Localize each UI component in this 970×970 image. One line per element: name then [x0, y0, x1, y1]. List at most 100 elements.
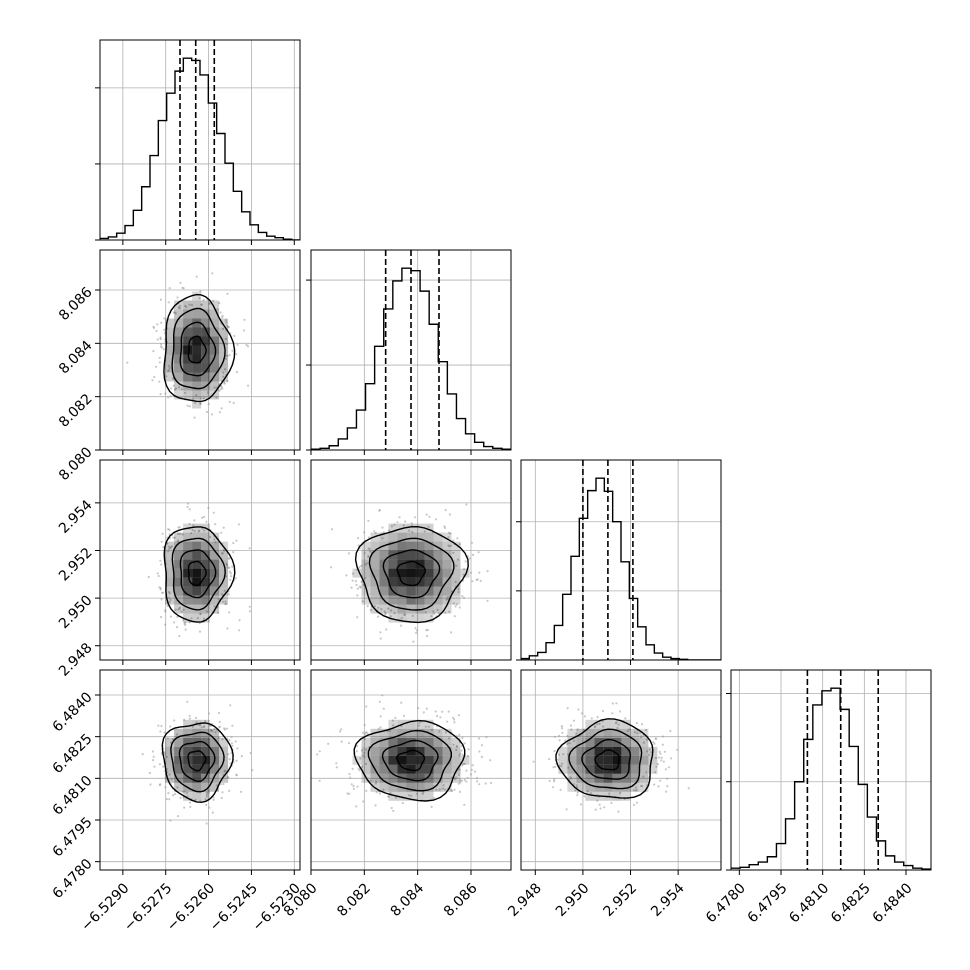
- density-cell: [442, 604, 452, 614]
- sample-point: [181, 286, 184, 289]
- sample-point: [245, 343, 248, 346]
- density-cell: [558, 764, 568, 774]
- density-cell: [201, 390, 211, 400]
- sample-point: [414, 627, 417, 630]
- density-cell: [192, 399, 202, 409]
- density-cell: [415, 782, 425, 792]
- sample-point: [190, 617, 193, 620]
- sample-point: [207, 791, 210, 794]
- sample-point: [367, 536, 371, 539]
- density-cell: [192, 372, 202, 382]
- contour-level-2: [581, 738, 632, 780]
- sample-point: [350, 783, 353, 786]
- sample-point: [660, 756, 663, 759]
- density-cell: [174, 595, 184, 605]
- sample-point: [567, 766, 570, 769]
- contour-level-3: [170, 731, 225, 793]
- sample-point: [373, 605, 376, 608]
- sample-point: [659, 779, 662, 782]
- sample-point: [159, 730, 162, 733]
- sample-point: [160, 563, 163, 566]
- sample-point: [452, 743, 455, 746]
- sample-point: [195, 721, 198, 724]
- sample-points: [141, 700, 254, 825]
- sample-point: [369, 608, 372, 612]
- sample-point: [580, 712, 584, 715]
- sample-point: [427, 725, 430, 728]
- sample-point: [236, 343, 239, 346]
- sample-point: [430, 805, 433, 809]
- sample-point: [185, 791, 189, 795]
- sample-point: [187, 246, 189, 248]
- density-cell: [192, 613, 202, 623]
- density-cell: [388, 604, 398, 614]
- sample-point: [180, 388, 183, 391]
- density-cell: [433, 541, 443, 551]
- sample-point: [615, 721, 618, 724]
- sample-point: [462, 762, 465, 766]
- sample-point: [415, 792, 418, 796]
- density-cell: [424, 604, 434, 614]
- sample-point: [659, 752, 662, 755]
- density-cell: [639, 737, 649, 747]
- density-cell: [415, 523, 425, 533]
- sample-point: [636, 732, 639, 735]
- sample-point: [163, 317, 166, 320]
- density-cell: [415, 586, 425, 596]
- sample-point: [464, 560, 467, 563]
- density-cell: [192, 595, 202, 605]
- sample-point: [152, 755, 155, 758]
- density-cell: [567, 737, 577, 747]
- sample-point: [160, 615, 163, 619]
- density-cell: [165, 550, 175, 560]
- sample-point: [667, 766, 671, 769]
- sample-point: [316, 753, 319, 756]
- sample-point: [221, 316, 224, 319]
- sample-point: [168, 596, 171, 600]
- density-cell: [406, 523, 416, 533]
- density-cell: [397, 737, 407, 747]
- sample-point: [221, 552, 224, 555]
- sample-point: [179, 532, 182, 536]
- density-cell: [388, 559, 398, 569]
- sample-point: [215, 396, 218, 399]
- sample-point: [577, 708, 580, 711]
- sample-point: [355, 744, 359, 748]
- density-cell: [576, 764, 586, 774]
- density-cell: [174, 728, 184, 738]
- sample-point: [599, 807, 602, 810]
- sample-point: [231, 349, 234, 352]
- density-cell: [415, 541, 425, 551]
- sample-point: [189, 805, 192, 808]
- panel-frame: [730, 669, 932, 871]
- density-cell: [192, 309, 202, 319]
- density-cell: [388, 595, 398, 605]
- density-cell: [424, 550, 434, 560]
- density-cell: [210, 363, 220, 373]
- density-cell: [567, 764, 577, 774]
- sample-point: [161, 532, 164, 535]
- sample-point: [463, 596, 466, 600]
- density-cell: [210, 737, 220, 747]
- density-cell: [433, 604, 443, 614]
- sample-point: [424, 725, 427, 728]
- sample-point: [162, 765, 165, 768]
- sample-point: [224, 319, 227, 322]
- panel-2-2: [516, 459, 722, 665]
- density-cell: [639, 755, 649, 765]
- sample-point: [225, 562, 228, 566]
- y-tick-label: 2.950: [56, 592, 96, 632]
- sample-point: [358, 769, 361, 772]
- sample-point: [152, 325, 155, 328]
- sample-point: [654, 756, 658, 760]
- sample-point: [452, 551, 455, 555]
- sample-point: [167, 396, 170, 399]
- sample-point: [202, 617, 206, 620]
- density-cell: [406, 577, 416, 587]
- sample-point: [159, 588, 162, 591]
- density-cell: [415, 791, 425, 801]
- sample-point: [403, 613, 406, 616]
- sample-point: [666, 785, 669, 788]
- density-cell: [585, 728, 595, 738]
- density-cell: [388, 568, 398, 578]
